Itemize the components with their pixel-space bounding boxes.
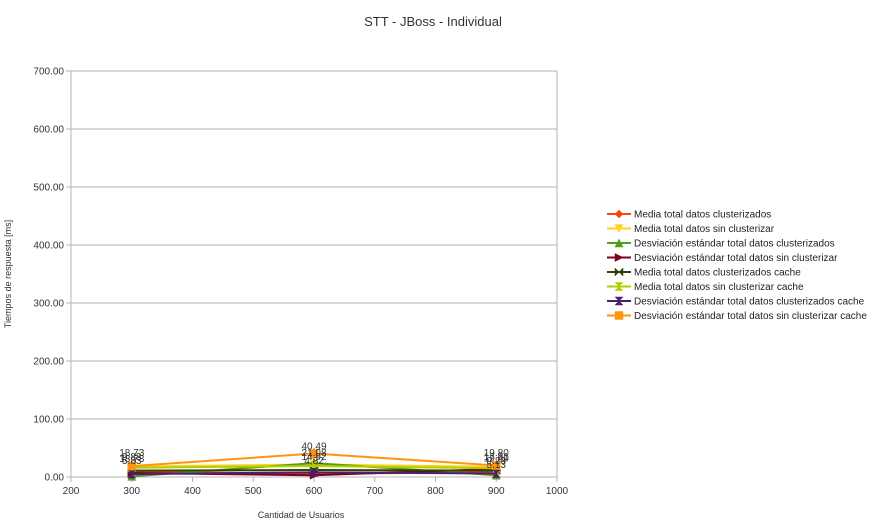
- axes: [70, 71, 558, 478]
- legend-label: Desviación estándar total datos clusteri…: [634, 297, 865, 308]
- data-label: 21.08: [301, 448, 326, 459]
- legend-item: Desviación estándar total datos sin clus…: [607, 253, 838, 264]
- legend-item: Media total datos sin clusterizar cache: [607, 282, 804, 293]
- legend-marker: [614, 238, 624, 248]
- y-tick-label: 300.00: [33, 299, 64, 310]
- legend-item: Media total datos sin clusterizar: [607, 224, 775, 235]
- x-tick-label: 1000: [546, 486, 569, 497]
- legend-item: Desviación estándar total datos sin clus…: [607, 311, 867, 322]
- grid-lines: [66, 70, 558, 482]
- data-label: 9.83: [122, 452, 142, 463]
- legend-marker: [614, 224, 624, 234]
- legend-label: Media total datos clusterizados: [634, 210, 771, 221]
- data-point: [127, 461, 136, 471]
- series-8: [127, 449, 501, 471]
- legend-item: Desviación estándar total datos clusteri…: [607, 297, 865, 308]
- y-tick-label: 200.00: [33, 357, 64, 368]
- data-label: 18.73: [119, 448, 144, 459]
- data-label: 5.13: [487, 460, 507, 471]
- legend-label: Media total datos sin clusterizar cache: [634, 282, 804, 293]
- y-tick-label: 500.00: [33, 183, 64, 194]
- data-label: 5.83: [122, 456, 142, 467]
- data-point: [309, 449, 319, 458]
- data-label: 19.80: [484, 454, 509, 465]
- legend-marker: [614, 253, 624, 262]
- data-labels: 18.73 40.49 19.80 18.739.835.83 21.0814.924.…: [119, 442, 509, 471]
- legend-marker: [614, 296, 624, 306]
- legend-label: Desviación estándar total datos clusteri…: [634, 239, 835, 250]
- y-tick-label: 700.00: [33, 67, 64, 78]
- y-tick-label: 0.00: [45, 473, 65, 484]
- data-label: 17.31: [484, 452, 509, 463]
- legend-item: Media total datos clusterizados: [607, 210, 771, 221]
- x-tick-label: 900: [488, 486, 505, 497]
- data-label: 4.82: [304, 456, 324, 467]
- data-series: [127, 449, 501, 481]
- tick-labels: 0.00 100.00 200.00 300.00 400.00 500.00 600.00…: [33, 67, 568, 498]
- data-label: 14.92: [301, 452, 326, 463]
- data-point: [492, 461, 501, 470]
- x-axis-label: Cantidad de Usuarios: [258, 510, 345, 520]
- x-tick-label: 200: [63, 486, 80, 497]
- y-tick-label: 100.00: [33, 415, 64, 426]
- legend-item: Desviación estándar total datos clusteri…: [607, 238, 835, 250]
- legend-label: Desviación estándar total datos sin clus…: [634, 311, 867, 322]
- x-tick-label: 500: [245, 486, 262, 497]
- legend-label: Media total datos clusterizados cache: [634, 268, 801, 279]
- x-tick-label: 300: [123, 486, 140, 497]
- data-label: 40.49: [301, 442, 326, 453]
- data-label: 18.73: [119, 454, 144, 465]
- data-point: [309, 468, 319, 477]
- legend-marker: [614, 282, 624, 291]
- data-label: 9.23: [487, 456, 507, 467]
- data-label: 19.80: [484, 448, 509, 459]
- legend-label: Desviación estándar total datos sin clus…: [634, 253, 838, 264]
- x-tick-label: 700: [366, 486, 383, 497]
- data-point: [309, 461, 319, 471]
- legend-item: Media total datos clusterizados cache: [607, 267, 801, 279]
- legend-marker: [614, 311, 624, 320]
- x-tick-label: 800: [427, 486, 444, 497]
- y-tick-label: 400.00: [33, 241, 64, 252]
- x-tick-label: 400: [184, 486, 201, 497]
- legend-marker: [614, 267, 624, 277]
- y-tick-label: 600.00: [33, 125, 64, 136]
- y-axis-label: Tiempos de respuesta [ms]: [3, 220, 13, 328]
- chart-title: STT - JBoss - Individual: [364, 14, 502, 29]
- x-tick-label: 600: [306, 486, 323, 497]
- legend-marker: [614, 209, 624, 219]
- legend-label: Media total datos sin clusterizar: [634, 224, 775, 235]
- legend: Media total datos clusterizados Media tot…: [607, 210, 867, 322]
